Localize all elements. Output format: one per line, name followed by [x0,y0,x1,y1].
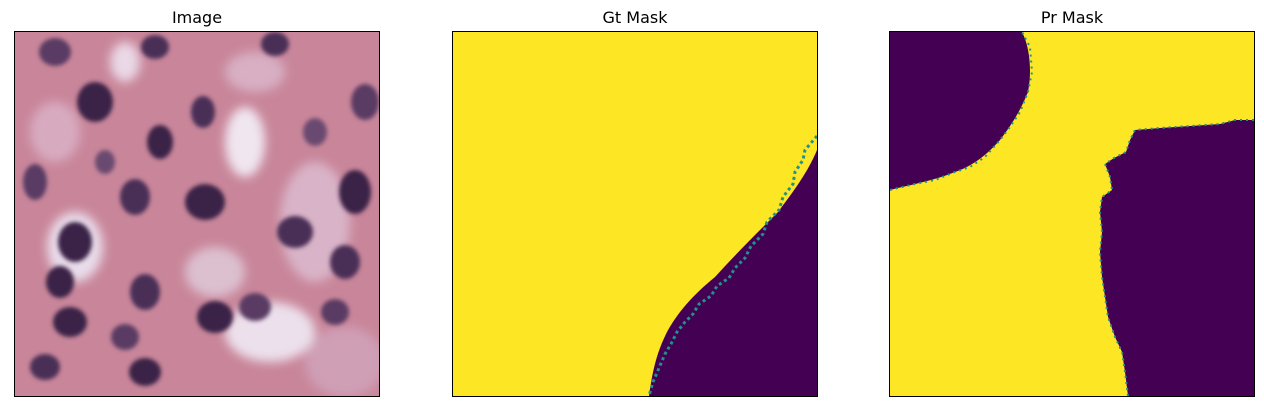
pr-mask [890,32,1254,396]
histology-image-panel [14,31,380,397]
pr-mask-right-region [1100,120,1254,396]
panel-title-pr-mask: Pr Mask [1040,8,1104,27]
gt-mask [453,32,817,396]
panel-title-gt-mask: Gt Mask [602,8,668,27]
histology-image [15,32,379,396]
gt-mask-panel [452,31,818,397]
nuclei [23,32,379,386]
panel-title-image: Image [171,8,223,27]
pr-mask-edge-right [1098,119,1254,396]
pr-mask-panel [889,31,1255,397]
light-regions [30,42,379,396]
pr-mask-top-left-region [890,32,1030,190]
